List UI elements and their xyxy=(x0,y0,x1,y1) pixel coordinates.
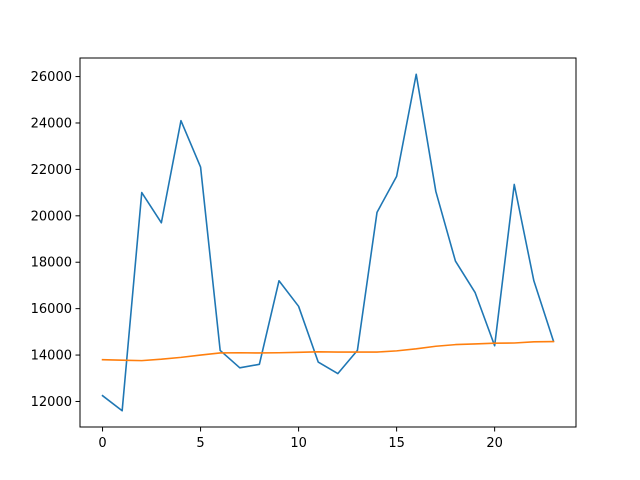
y-tick-label: 24000 xyxy=(31,116,72,131)
y-tick-label: 12000 xyxy=(31,395,72,410)
y-axis: 12000 14000 16000 18000 20000 22000 24000 26000 xyxy=(31,70,80,410)
x-tick-label: 15 xyxy=(388,436,405,451)
x-tick-label: 10 xyxy=(290,436,307,451)
series-layer xyxy=(101,73,555,412)
y-tick-label: 14000 xyxy=(31,349,72,364)
y-tick-label: 18000 xyxy=(31,256,72,271)
y-tick-label: 22000 xyxy=(31,163,72,178)
y-tick-label: 16000 xyxy=(31,302,72,317)
series-line-2 xyxy=(101,340,555,362)
x-axis: 0 5 10 15 20 xyxy=(98,427,503,451)
x-tick-label: 0 xyxy=(98,436,106,451)
plot-frame xyxy=(79,57,577,428)
y-tick-label: 26000 xyxy=(31,70,72,85)
x-tick-label: 20 xyxy=(486,436,503,451)
x-tick-label: 5 xyxy=(196,436,204,451)
y-tick-label: 20000 xyxy=(31,209,72,224)
series-line-1 xyxy=(101,73,555,412)
